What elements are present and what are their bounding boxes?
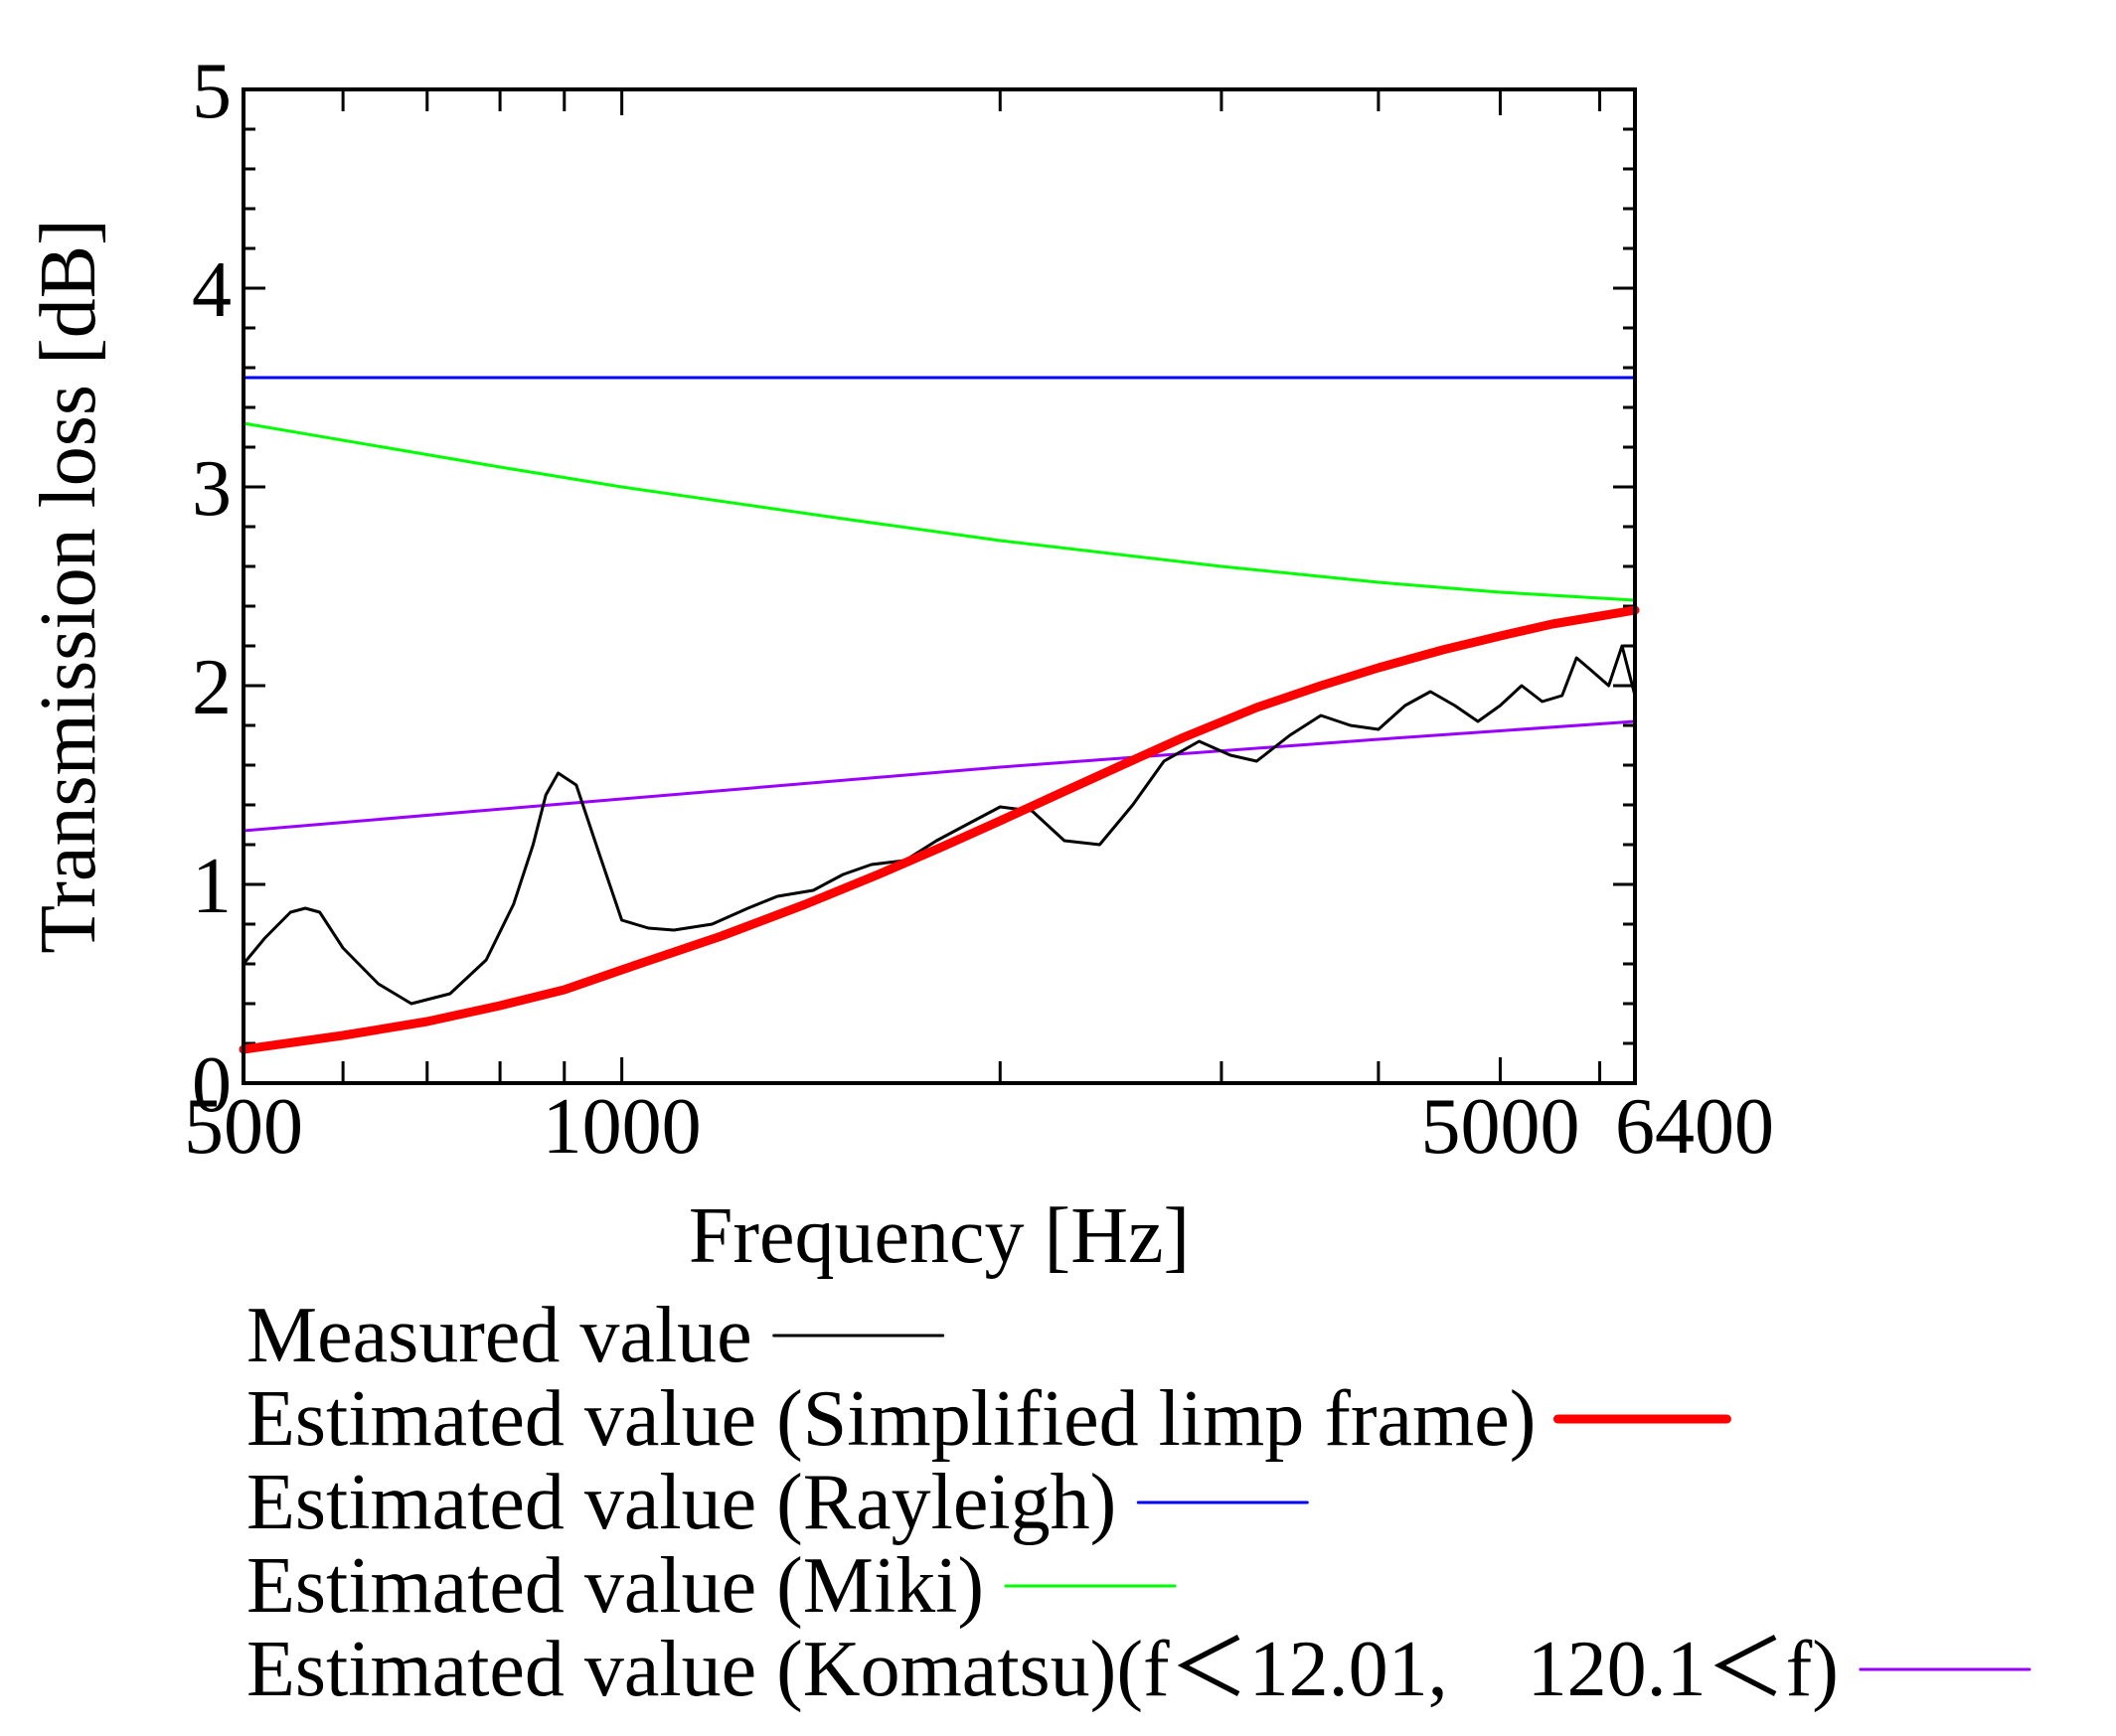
series-line-0 — [242, 644, 1637, 1006]
y-tick-label: 1 — [192, 843, 232, 930]
y-tick-label: 4 — [192, 246, 232, 334]
y-axis-title: Transmission loss [dB] — [25, 219, 112, 953]
legend-label: Estimated value (Komatsu)(f＜12.01, 120.1… — [246, 1626, 1839, 1713]
y-tick-label: 3 — [192, 445, 232, 533]
y-tick-label: 5 — [192, 48, 232, 135]
x-tick-label: 6400 — [1615, 1083, 1774, 1171]
legend-label: Estimated value (Miki) — [246, 1542, 984, 1630]
legend-label: Estimated value (Simplified limp frame) — [246, 1375, 1536, 1463]
series-line-3 — [242, 421, 1637, 602]
legend-label: Estimated value (Rayleigh) — [246, 1459, 1116, 1546]
plot-frame — [242, 87, 1637, 1085]
x-tick-label: 5000 — [1420, 1083, 1579, 1171]
x-axis-title: Frequency [Hz] — [689, 1192, 1190, 1280]
legend-label: Measured value — [246, 1292, 752, 1379]
y-tick-label: 0 — [192, 1041, 232, 1129]
plot-series — [239, 376, 1640, 1054]
y-tick-label: 2 — [192, 644, 232, 731]
series-line-1 — [239, 605, 1640, 1054]
tick-labels: 0 1 2 3 4 5 500 1000 5000 6400 — [184, 48, 1774, 1171]
series-line-4 — [242, 719, 1637, 833]
x-tick-label: 1000 — [543, 1083, 702, 1171]
x-tick-label: 500 — [184, 1083, 303, 1171]
